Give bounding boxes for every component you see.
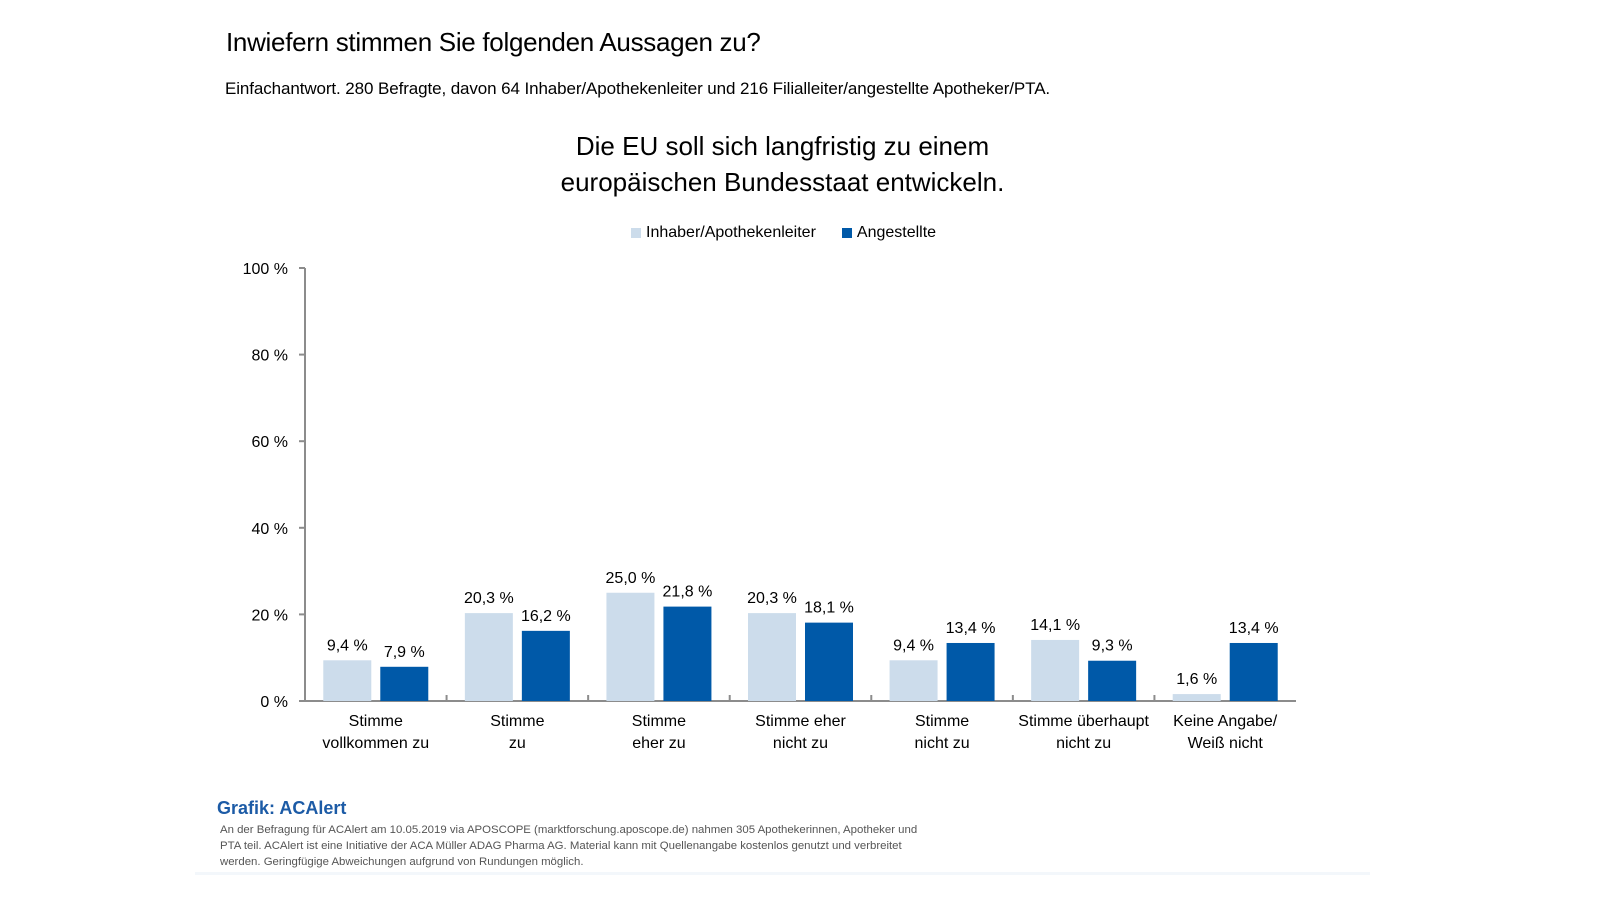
y-tick-label: 40 % bbox=[252, 521, 288, 538]
x-category-label: Stimme bbox=[490, 713, 544, 730]
legend-item-inhaber: Inhaber/Apothekenleiter bbox=[631, 224, 816, 242]
x-category-label: Stimme überhaupt bbox=[1018, 713, 1149, 730]
x-category-label: nicht zu bbox=[773, 735, 828, 752]
y-tick-label: 0 % bbox=[260, 694, 288, 711]
x-category-label: Stimme bbox=[349, 713, 403, 730]
x-category-label: Stimme eher bbox=[755, 713, 846, 730]
bar-inhaber bbox=[889, 660, 938, 701]
data-label: 9,3 % bbox=[1092, 638, 1133, 655]
page-subtitle: Einfachantwort. 280 Befragte, davon 64 I… bbox=[225, 79, 1051, 98]
bar-inhaber bbox=[323, 660, 372, 701]
data-label: 7,9 % bbox=[384, 644, 425, 661]
chart-title-line-2: europäischen Bundesstaat entwickeln. bbox=[560, 167, 1005, 197]
x-category-label: Stimme bbox=[915, 713, 969, 730]
bar-angestellte bbox=[521, 630, 570, 701]
chart-credit: Grafik: ACAlert bbox=[217, 798, 347, 818]
bar-angestellte bbox=[663, 606, 712, 701]
bottom-divider bbox=[195, 872, 1370, 875]
bar-inhaber bbox=[606, 592, 655, 701]
legend-label-angestellte: Angestellte bbox=[856, 224, 937, 241]
data-label: 21,8 % bbox=[663, 584, 713, 601]
x-category-label: nicht zu bbox=[1056, 735, 1111, 752]
bar-inhaber bbox=[748, 613, 796, 701]
legend-swatch-angestellte bbox=[841, 228, 852, 238]
x-category-label: eher zu bbox=[632, 735, 685, 752]
data-label: 25,0 % bbox=[606, 570, 656, 587]
x-category-label: Stimme bbox=[632, 713, 686, 730]
chart-footnote: An der Befragung für ACAlert am 10.05.20… bbox=[220, 824, 918, 868]
data-label: 9,4 % bbox=[327, 637, 368, 654]
data-label: 18,1 % bbox=[804, 600, 854, 617]
legend-label-inhaber: Inhaber/Apothekenleiter bbox=[646, 224, 816, 241]
data-label: 1,6 % bbox=[1176, 671, 1217, 688]
x-category-label: zu bbox=[509, 735, 526, 752]
data-label: 9,4 % bbox=[893, 637, 934, 654]
y-tick-label: 100 % bbox=[243, 261, 288, 278]
data-label: 16,2 % bbox=[521, 608, 571, 625]
bar-inhaber bbox=[1031, 639, 1080, 701]
bar-inhaber bbox=[464, 613, 513, 701]
y-tick-label: 80 % bbox=[252, 348, 288, 365]
y-tick-label: 20 % bbox=[252, 607, 288, 624]
chart-title: Die EU soll sich langfristig zu einem eu… bbox=[500, 128, 1065, 200]
bar-angestellte bbox=[380, 666, 429, 701]
bar-angestellte bbox=[805, 622, 853, 701]
y-tick-label: 60 % bbox=[252, 434, 288, 451]
bar-angestellte bbox=[946, 642, 995, 701]
legend-item-angestellte: Angestellte bbox=[841, 224, 937, 242]
legend-swatch-inhaber bbox=[631, 228, 641, 238]
x-category-label: Keine Angabe/ bbox=[1173, 713, 1278, 730]
chart-legend: Inhaber/Apothekenleiter Angestellte bbox=[631, 224, 962, 242]
data-label: 20,3 % bbox=[747, 590, 797, 607]
page-heading: Inwiefern stimmen Sie folgenden Aussagen… bbox=[226, 27, 761, 57]
data-label: 13,4 % bbox=[946, 620, 996, 637]
x-category-label: vollkommen zu bbox=[322, 735, 429, 752]
data-label: 14,1 % bbox=[1030, 617, 1080, 634]
chart-title-line-1: Die EU soll sich langfristig zu einem bbox=[575, 131, 990, 161]
bar-angestellte bbox=[1229, 642, 1278, 701]
data-label: 20,3 % bbox=[464, 590, 514, 607]
data-label: 13,4 % bbox=[1229, 620, 1279, 637]
bar-inhaber bbox=[1172, 694, 1221, 701]
x-category-label: Weiß nicht bbox=[1188, 735, 1264, 752]
x-category-label: nicht zu bbox=[915, 735, 970, 752]
bar-angestellte bbox=[1088, 660, 1137, 701]
